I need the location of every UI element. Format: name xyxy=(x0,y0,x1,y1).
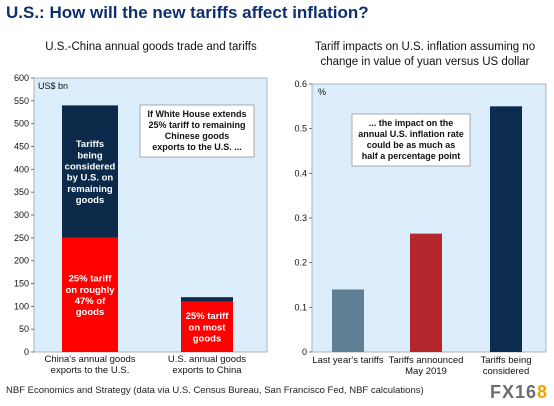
chart-left-bar-label: 25% tariff xyxy=(186,311,230,322)
chart-left-bar-label: 47% of xyxy=(75,296,106,307)
chart-right-y-tick-label: 0 xyxy=(302,347,307,357)
chart-left-annotation-text: Chinese goods xyxy=(165,131,230,141)
chart-left-bar-label: 25% tariff xyxy=(69,274,113,285)
chart-left-category-label: exports to the U.S. xyxy=(51,365,130,376)
chart-right-y-tick-label: 0.4 xyxy=(294,168,307,178)
chart-left-y-tick-label: 300 xyxy=(14,210,29,220)
chart-left-y-tick-label: 0 xyxy=(24,347,29,357)
chart-right-unit-label: % xyxy=(318,87,326,97)
chart-right-title: Tariff impacts on U.S. inflation assumin… xyxy=(315,41,535,53)
chart-left-y-tick-label: 600 xyxy=(14,73,29,83)
chart-right-annotation-text: half a percentage point xyxy=(362,151,461,161)
chart-left-y-tick-label: 150 xyxy=(14,279,29,289)
chart-right-category-label: May 2019 xyxy=(405,366,447,377)
chart-left-y-tick-label: 250 xyxy=(14,233,29,243)
chart-right-inflation: Tariff impacts on U.S. inflation assumin… xyxy=(294,41,547,377)
watermark-logo: FX168 xyxy=(490,382,548,403)
chart-right-bar xyxy=(410,233,442,352)
chart-right-y-tick-label: 0.6 xyxy=(294,79,307,89)
chart-left-title: U.S.-China annual goods trade and tariff… xyxy=(45,41,257,53)
chart-right-title: change in value of yuan versus US dollar xyxy=(320,56,529,68)
chart-left-category-label: U.S. annual goods xyxy=(168,354,246,365)
chart-right-bar xyxy=(490,106,522,352)
chart-right-category-label: Last year's tariffs xyxy=(312,355,384,366)
chart-left-bar-label: on roughly xyxy=(65,285,115,296)
chart-left-y-tick-label: 350 xyxy=(14,187,29,197)
chart-left-bar-label: remaining xyxy=(67,184,113,195)
chart-left-bar-segment xyxy=(181,297,233,302)
chart-left-annotation-text: 25% tariff to remaining xyxy=(148,120,245,130)
chart-left-category-label: China's annual goods xyxy=(44,354,135,365)
chart-left-bar-label: Tariffs xyxy=(76,139,104,150)
page-title: U.S.: How will the new tariffs affect in… xyxy=(6,3,369,22)
chart-left-bar-label: goods xyxy=(76,195,105,206)
chart-left-y-tick-label: 200 xyxy=(14,256,29,266)
chart-left-bar-label: on most xyxy=(189,322,227,333)
chart-right-category-label: Tariffs being xyxy=(480,355,531,366)
chart-right-bar xyxy=(332,289,364,352)
chart-right-annotation-text: ... the impact on the xyxy=(369,118,454,128)
chart-left-annotation-text: If White House extends xyxy=(147,109,246,119)
chart-left-trade: U.S.-China annual goods trade and tariff… xyxy=(14,41,268,376)
chart-left-category-label: exports to China xyxy=(172,365,242,376)
chart-left-bar-label: goods xyxy=(193,334,222,345)
chart-left-y-tick-label: 50 xyxy=(19,324,29,334)
chart-left-bar-label: by U.S. on xyxy=(67,173,114,184)
chart-right-annotation-box xyxy=(351,113,471,167)
chart-left-y-tick-label: 100 xyxy=(14,301,29,311)
chart-right-category-label: considered xyxy=(483,366,529,377)
footnote-source: NBF Economics and Strategy (data via U.S… xyxy=(6,385,424,396)
chart-right-y-tick-label: 0.2 xyxy=(294,258,307,268)
chart-left-bar-label: being xyxy=(77,150,103,161)
chart-left-y-tick-label: 450 xyxy=(14,142,29,152)
chart-right-annotation-text: annual U.S. inflation rate xyxy=(358,129,464,139)
chart-left-annotation-box xyxy=(139,104,255,158)
chart-left-unit-label: US$ bn xyxy=(38,81,68,91)
watermark-accent: 8 xyxy=(536,382,548,402)
chart-left-y-tick-label: 400 xyxy=(14,164,29,174)
chart-left-y-tick-label: 500 xyxy=(14,119,29,129)
chart-left-bar-segment xyxy=(62,105,118,238)
chart-left-bar-label: considered xyxy=(65,162,116,173)
chart-left-y-tick-label: 550 xyxy=(14,96,29,106)
chart-left-bar-segment xyxy=(181,301,233,352)
chart-right-y-tick-label: 0.5 xyxy=(294,124,307,134)
chart-left-bar-label: goods xyxy=(76,307,105,318)
chart-right-y-tick-label: 0.3 xyxy=(294,213,307,223)
chart-right-y-tick-label: 0.1 xyxy=(294,302,307,312)
chart-left-annotation-text: exports to the U.S. ... xyxy=(152,142,242,152)
chart-right-annotation-text: could be as much as xyxy=(367,140,456,150)
chart-left-bar-segment xyxy=(62,237,118,352)
chart-right-category-label: Tariffs announced xyxy=(389,355,464,366)
watermark-text: FX16 xyxy=(489,382,537,402)
